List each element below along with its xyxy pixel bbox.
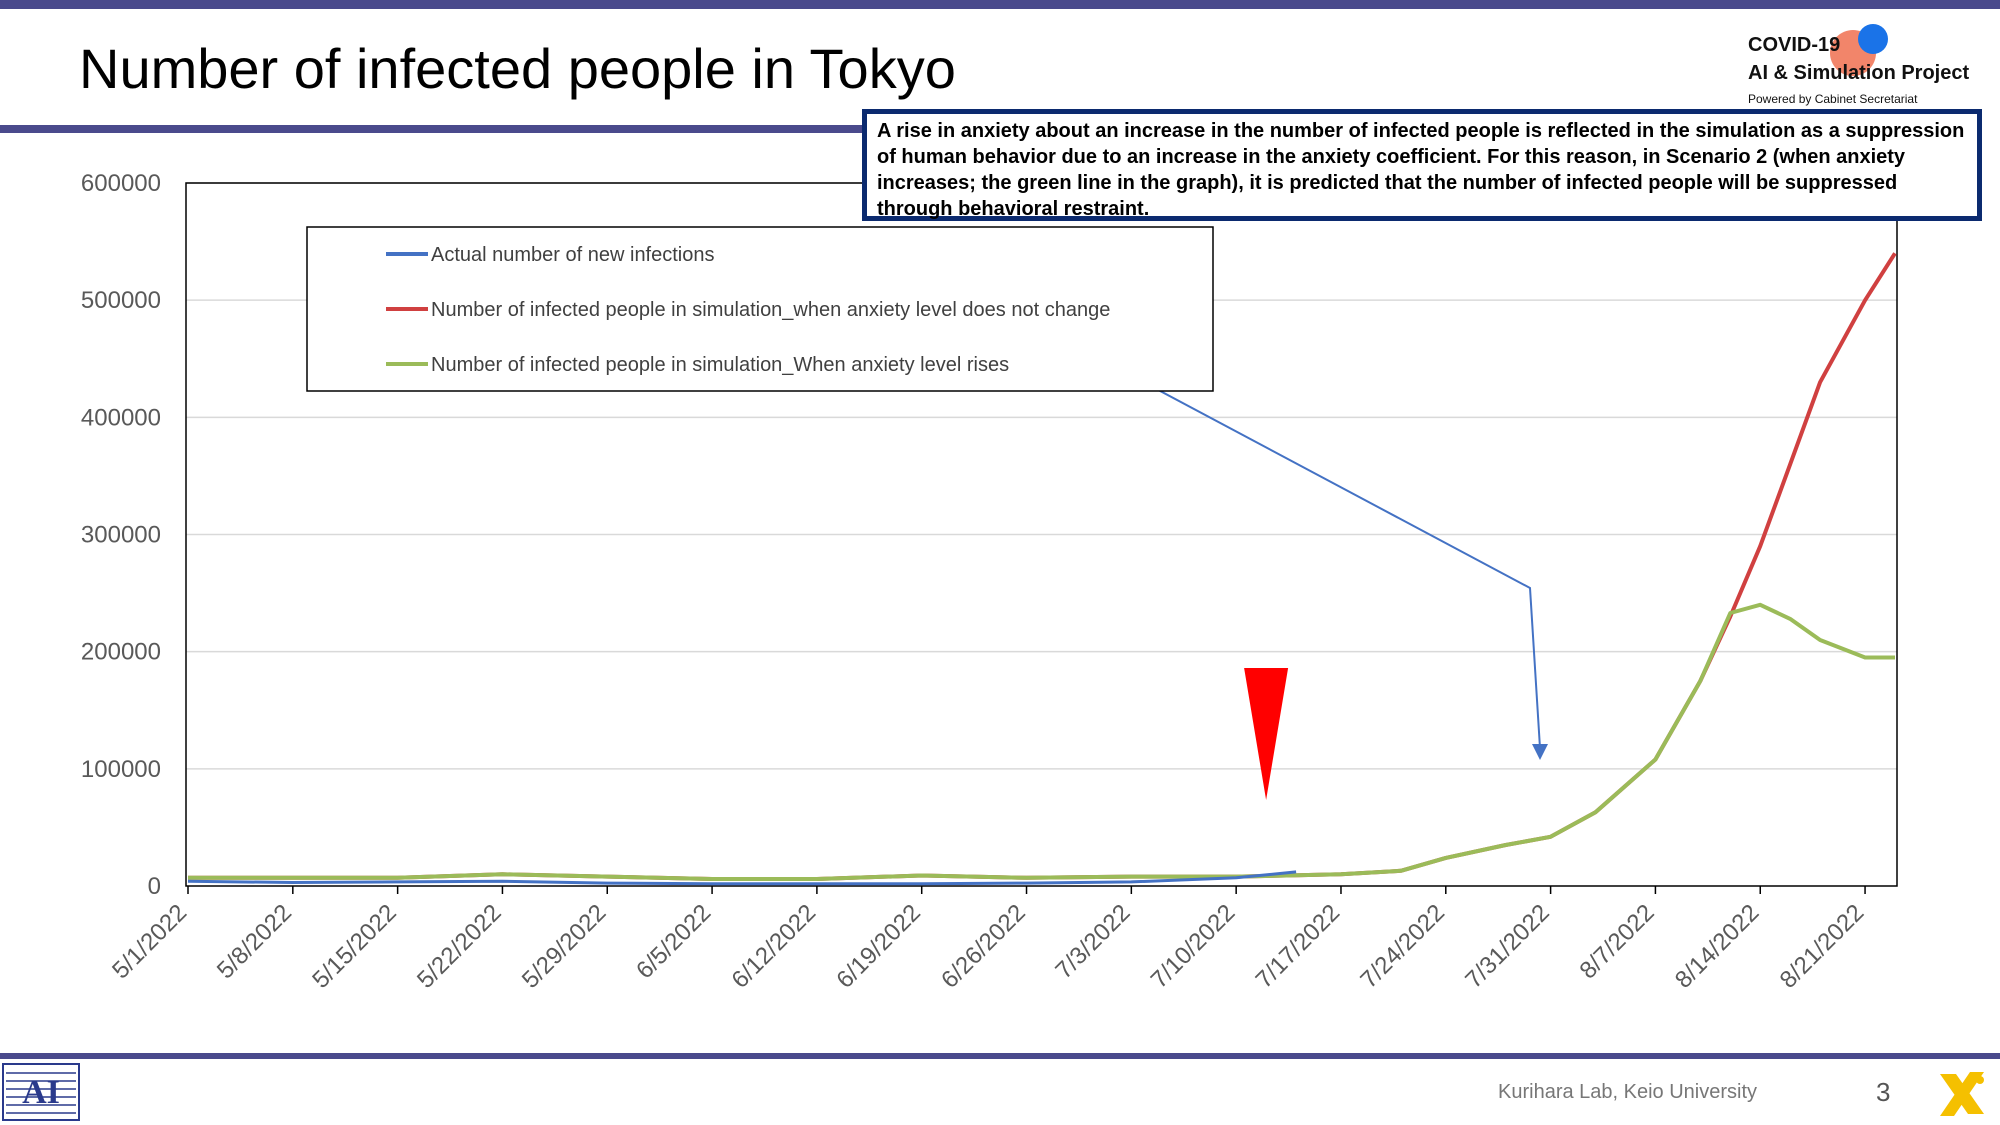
y-tick-label: 200000 — [81, 639, 161, 666]
logo-line-3: Powered by Cabinet Secretariat — [1748, 92, 1918, 106]
x-tick-label: 6/5/2022 — [631, 899, 716, 984]
lab-logo-icon: AI — [2, 1063, 80, 1121]
y-tick-label: 500000 — [81, 287, 161, 314]
x-tick-label: 7/17/2022 — [1251, 899, 1346, 994]
y-tick-label: 0 — [148, 873, 161, 900]
x-tick-label: 6/19/2022 — [831, 899, 926, 994]
x-tick-label: 8/7/2022 — [1575, 899, 1660, 984]
x-tick-label: 7/31/2022 — [1460, 899, 1555, 994]
x-tick-label: 5/1/2022 — [107, 899, 192, 984]
x-tick-label: 5/29/2022 — [517, 899, 612, 994]
down-triangle-marker — [1244, 668, 1289, 800]
pointer-arrowhead — [1532, 744, 1548, 760]
title-underline — [0, 125, 880, 133]
x-tick-label: 7/3/2022 — [1050, 899, 1135, 984]
x-tick-label: 5/8/2022 — [212, 899, 297, 984]
logo-line-1: COVID-19 — [1748, 34, 1841, 56]
legend-box — [306, 226, 1214, 392]
legend-entry: Number of infected people in simulation_… — [431, 354, 1009, 376]
y-tick-label: 100000 — [81, 756, 161, 783]
x-tick-label: 8/21/2022 — [1775, 899, 1870, 994]
legend-entry: Number of infected people in simulation_… — [431, 299, 1110, 321]
page-number: 3 — [1876, 1077, 1891, 1107]
x-tick-label: 5/15/2022 — [307, 899, 402, 994]
logo-blue-dot — [1858, 24, 1888, 54]
x-tick-label: 5/22/2022 — [412, 899, 507, 994]
footer-rule — [0, 1053, 2000, 1059]
svg-text:AI: AI — [22, 1074, 60, 1111]
x-tick-label: 8/14/2022 — [1670, 899, 1765, 994]
series-line-1 — [187, 870, 1297, 886]
y-tick-label: 600000 — [81, 170, 161, 197]
legend-entry: Actual number of new infections — [431, 244, 715, 266]
x-tick-label: 7/10/2022 — [1146, 899, 1241, 994]
x-tick-label: 6/12/2022 — [727, 899, 822, 994]
x-mark-icon — [1940, 1072, 1984, 1116]
footer-lab-name: Kurihara Lab, Keio University — [1498, 1081, 1758, 1103]
y-tick-label: 400000 — [81, 404, 161, 431]
x-tick-label: 7/24/2022 — [1355, 899, 1450, 994]
series-line-3 — [188, 602, 1895, 881]
y-tick-label: 300000 — [81, 522, 161, 549]
annotation-note-box: A rise in anxiety about an increase in t… — [862, 109, 1982, 221]
slide-title: Number of infected people in Tokyo — [79, 37, 956, 100]
top-accent-bar — [0, 0, 2000, 9]
pointer-arrow — [1101, 359, 1541, 749]
x-tick-label: 6/26/2022 — [936, 899, 1031, 994]
logo-line-2: AI & Simulation Project — [1748, 62, 1970, 84]
infection-line-chart: 0 100000 200000 300000 400000 500000 600000 5/1… — [81, 170, 1898, 994]
project-logo: COVID-19 AI & Simulation Project Powered… — [1748, 24, 1988, 112]
